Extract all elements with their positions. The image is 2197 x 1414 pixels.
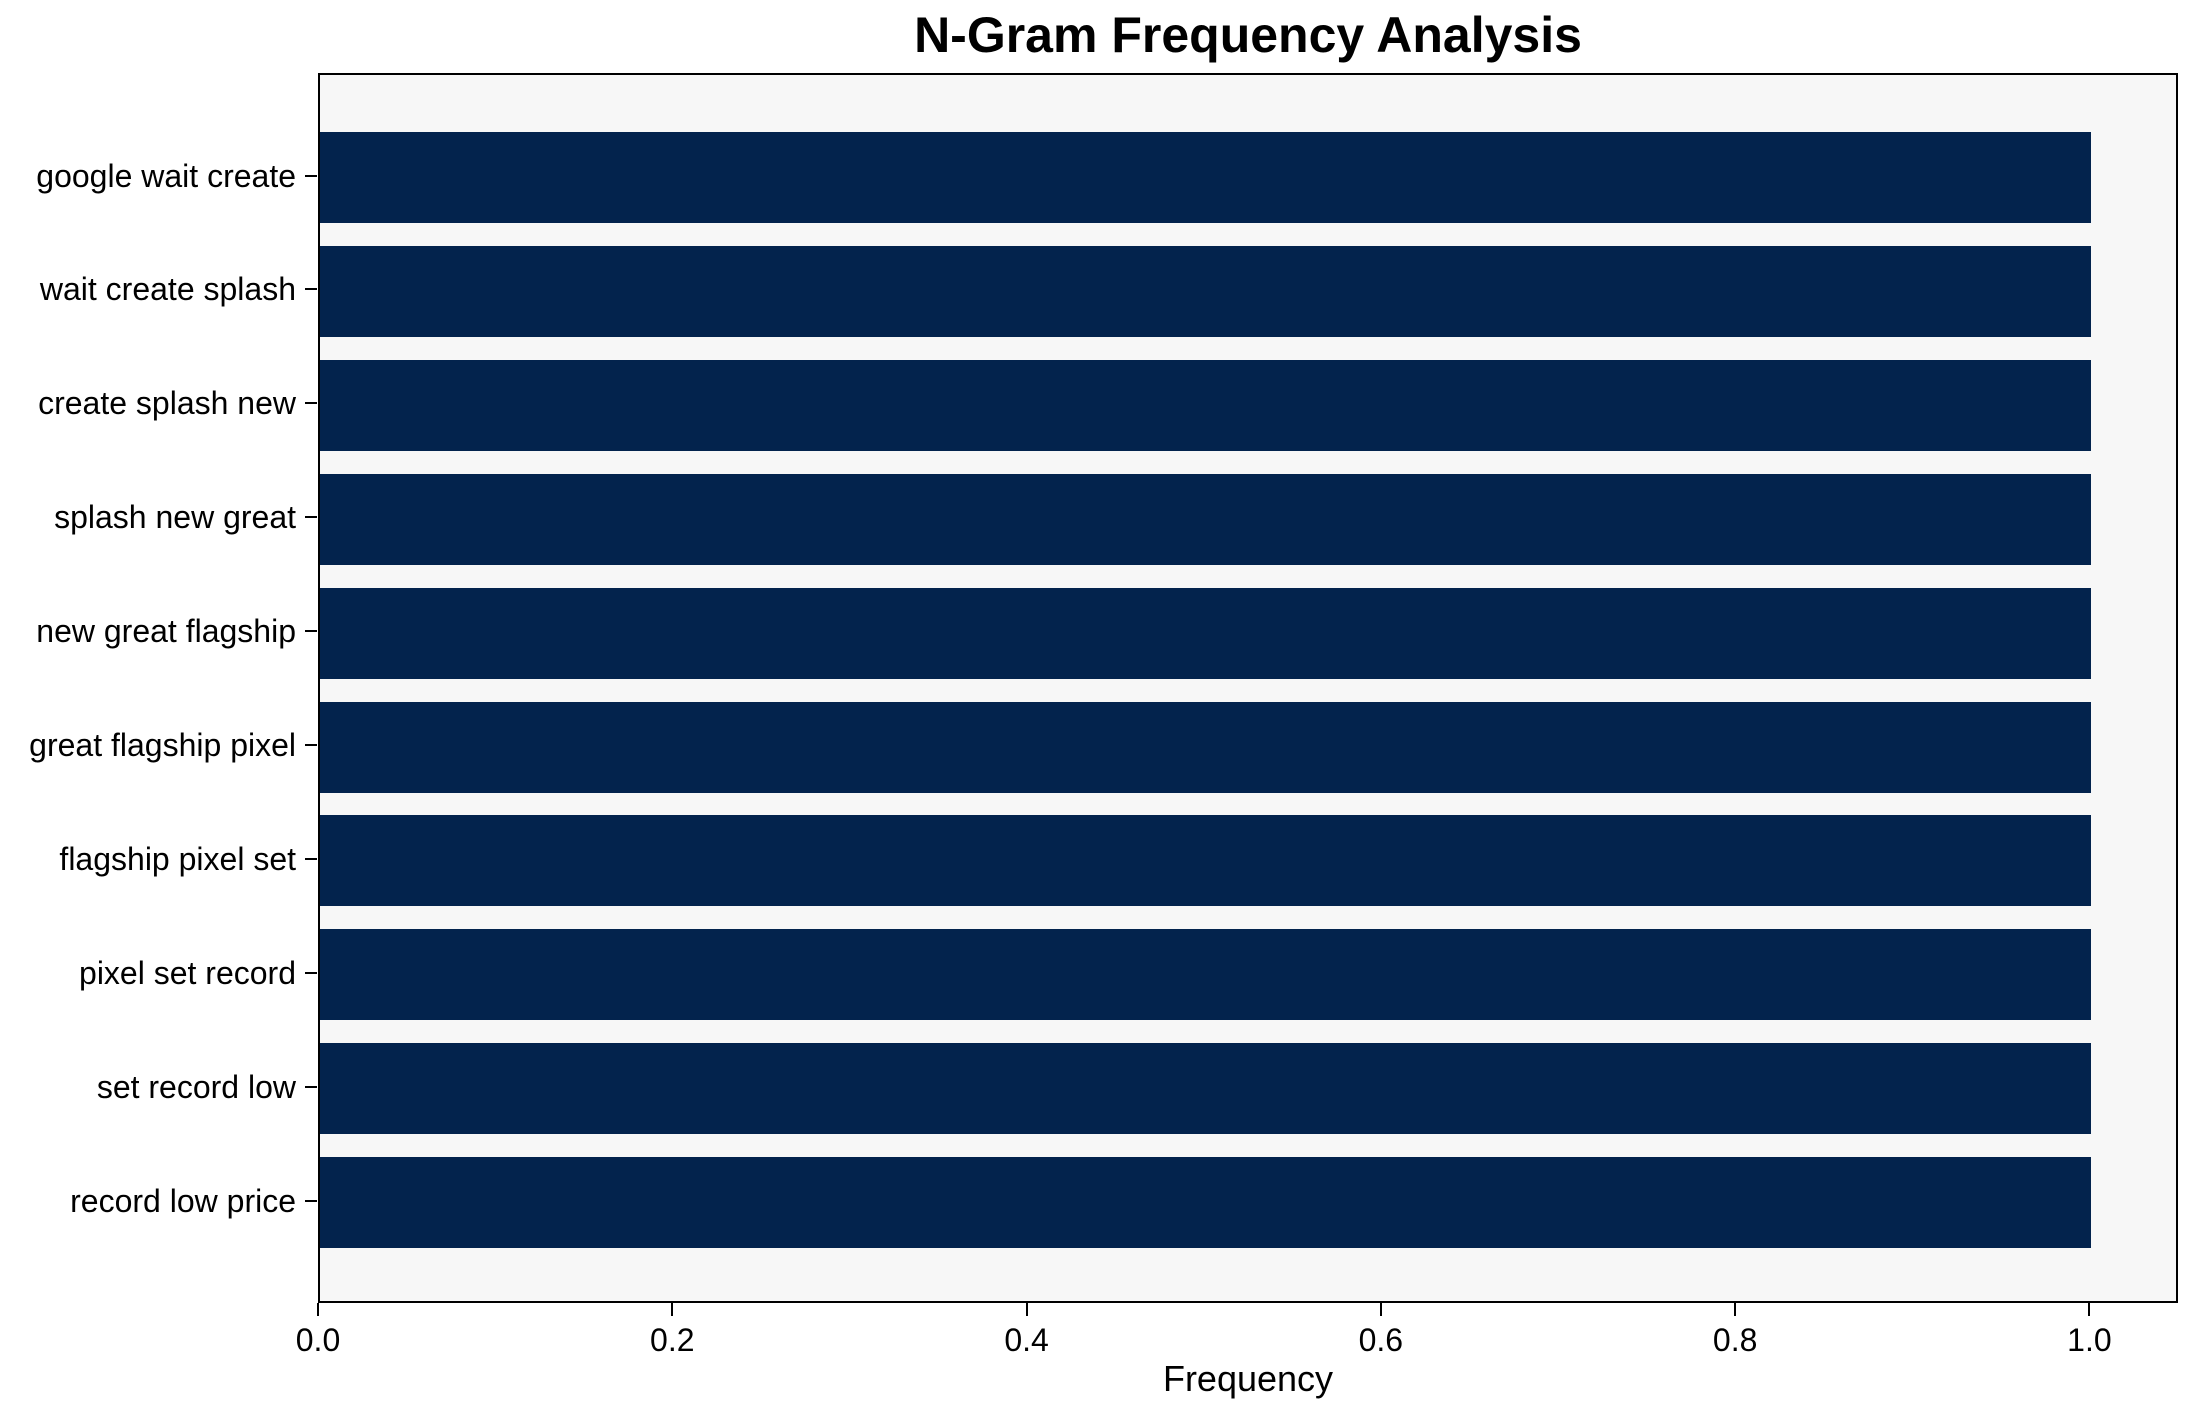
y-tick-mark [305, 402, 317, 405]
y-tick-label: set record low [96, 1068, 296, 1105]
x-tick-mark [671, 1303, 674, 1316]
y-tick-mark [305, 744, 317, 746]
x-tick-label: 0.6 [1358, 1322, 1404, 1358]
x-tick-label: 1.0 [2067, 1322, 2112, 1358]
y-tick-mark [305, 1199, 317, 1202]
y-tick-mark [305, 516, 317, 519]
y-tick-mark [305, 174, 317, 177]
y-tick-label: flagship pixel set [59, 840, 296, 877]
chart-title: N-Gram Frequency Analysis [914, 7, 1582, 63]
x-tick-label: 0.0 [295, 1322, 341, 1358]
y-tick-label: record low price [70, 1182, 296, 1219]
y-tick-mark [305, 288, 317, 291]
x-tick-label: 0.8 [1712, 1322, 1758, 1358]
bar [320, 245, 2092, 337]
y-tick-mark [305, 857, 317, 860]
y-tick-label: create splash new [38, 385, 296, 422]
plot-area [318, 73, 2178, 1303]
bar [320, 359, 2092, 451]
x-tick-label: 0.4 [1004, 1322, 1049, 1358]
y-tick-label: splash new great [54, 499, 296, 536]
x-tick-mark [2088, 1303, 2091, 1316]
y-tick-label: google wait create [36, 157, 296, 194]
bar [320, 132, 2092, 223]
y-tick-label: pixel set record [79, 954, 296, 991]
y-tick-mark [305, 630, 317, 633]
y-tick-label: great flagship pixel [29, 727, 296, 763]
bar [320, 1043, 2092, 1135]
bar [320, 473, 2092, 565]
x-tick-mark [1734, 1303, 1737, 1316]
y-tick-label: new great flagship [36, 613, 296, 650]
x-tick-label: 0.2 [650, 1322, 695, 1358]
x-tick-mark [317, 1303, 319, 1316]
y-tick-mark [305, 971, 317, 974]
y-tick-label: wait create splash [39, 271, 296, 308]
x-tick-mark [1379, 1303, 1382, 1316]
bar [320, 701, 2092, 793]
bar [320, 815, 2092, 907]
bar [320, 1157, 2092, 1249]
bar [320, 587, 2092, 679]
x-tick-mark [1025, 1303, 1028, 1316]
y-tick-mark [305, 1085, 317, 1088]
x-axis-label: Frequency [1162, 1358, 1334, 1399]
bar [320, 929, 2092, 1021]
